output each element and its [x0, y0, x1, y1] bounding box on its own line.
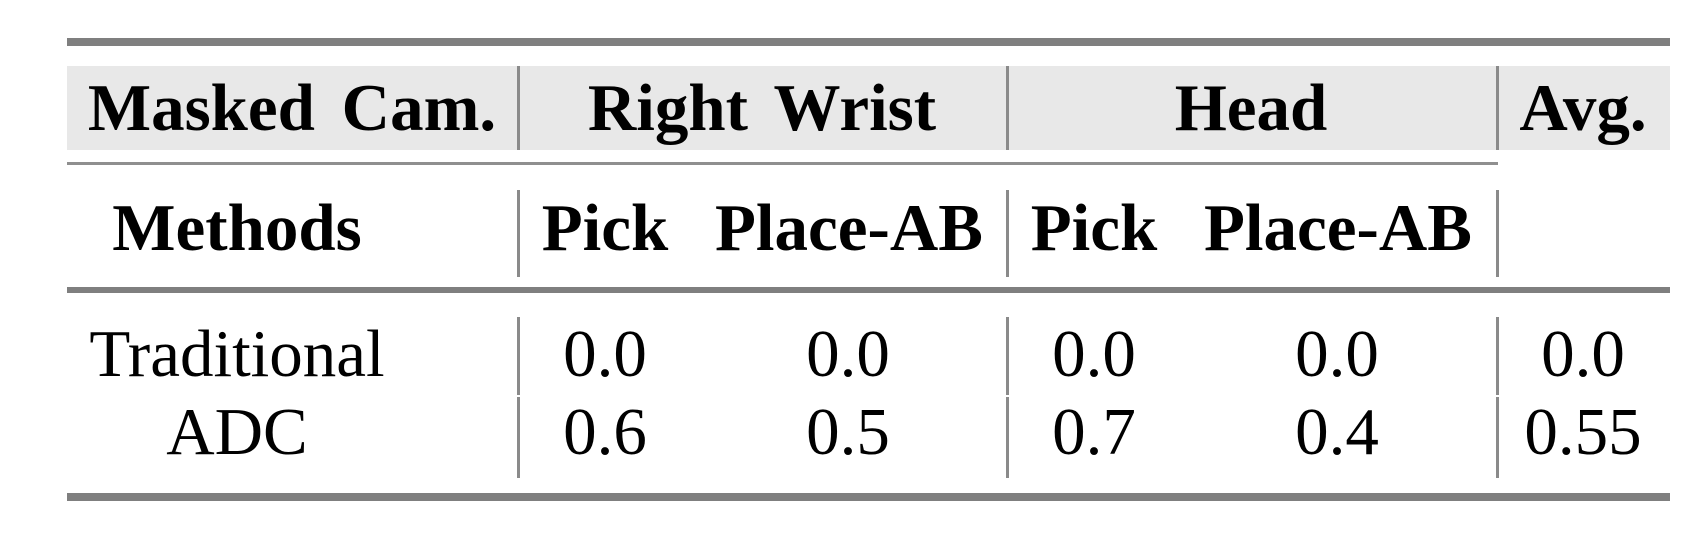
vertical-rule-col3-row2: [1496, 397, 1499, 478]
header-mid-rule: [67, 162, 1498, 165]
row1-avg-value: 0.0: [1541, 317, 1625, 391]
vertical-rule-col1-row2: [517, 397, 520, 478]
row2-rw-pick-value: 0.6: [563, 395, 647, 469]
header-methods: Methods: [112, 191, 362, 265]
header-rw-place-ab: Place-AB: [715, 191, 983, 265]
header-head-place-ab: Place-AB: [1204, 191, 1472, 265]
vertical-rule-col2-row1: [1006, 317, 1009, 395]
table-top-rule: [67, 38, 1670, 46]
row1-rw-pick-value: 0.0: [563, 317, 647, 391]
vertical-rule-col1-header2: [517, 190, 520, 277]
vertical-rule-col3-header1: [1496, 66, 1499, 150]
header-head-pick: Pick: [1030, 191, 1158, 265]
row1-head-place-value: 0.0: [1295, 317, 1379, 391]
vertical-rule-col1-row1: [517, 317, 520, 395]
header-rw-pick: Pick: [541, 191, 669, 265]
header-masked-cam: Masked Cam.: [87, 71, 497, 145]
row2-avg-value: 0.55: [1524, 395, 1642, 469]
row1-head-pick-value: 0.0: [1052, 317, 1136, 391]
vertical-rule-col2-header2: [1006, 190, 1009, 277]
row2-rw-place-value: 0.5: [806, 395, 890, 469]
header-head: Head: [1174, 71, 1328, 145]
row1-method-label: Traditional: [89, 317, 385, 391]
row2-head-pick-value: 0.7: [1052, 395, 1136, 469]
header-row-background: [67, 66, 1670, 150]
table-bottom-rule: [67, 493, 1670, 501]
row2-head-place-value: 0.4: [1295, 395, 1379, 469]
header-right-wrist: Right Wrist: [587, 71, 937, 145]
table-mid-rule: [67, 287, 1670, 293]
row1-rw-place-value: 0.0: [806, 317, 890, 391]
header-avg: Avg.: [1519, 71, 1647, 145]
vertical-rule-col3-header2: [1496, 190, 1499, 277]
vertical-rule-col1-header1: [517, 66, 520, 150]
vertical-rule-col2-row2: [1006, 397, 1009, 478]
vertical-rule-col3-row1: [1496, 317, 1499, 395]
vertical-rule-col2-header1: [1006, 66, 1009, 150]
row2-method-label: ADC: [166, 395, 308, 469]
